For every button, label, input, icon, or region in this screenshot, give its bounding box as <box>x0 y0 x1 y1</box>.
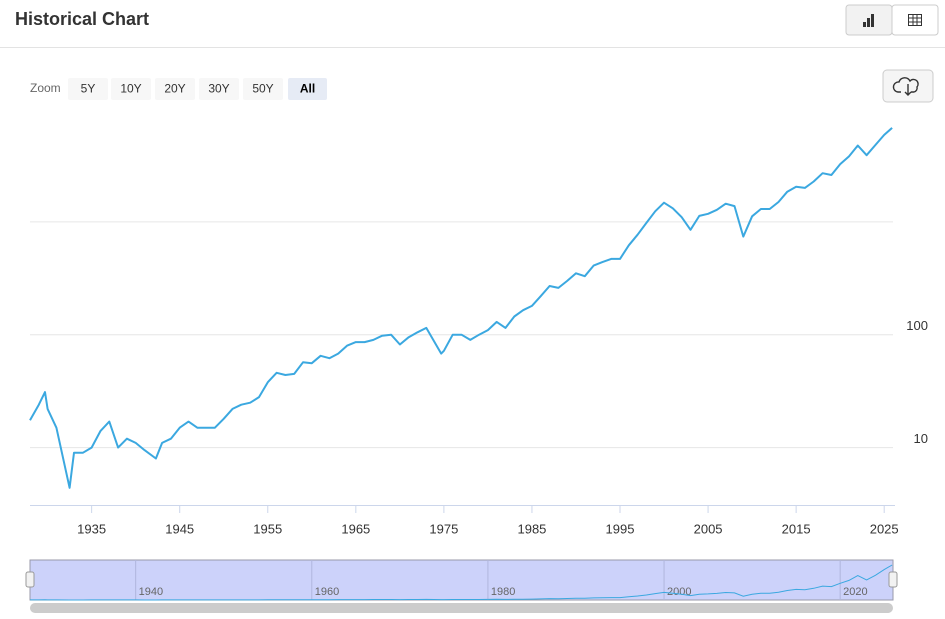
header-bar <box>0 0 945 47</box>
zoom-button[interactable] <box>155 78 195 100</box>
download-icon <box>892 77 919 96</box>
x-tick-label: 2005 <box>694 521 723 536</box>
x-tick-label: 1975 <box>429 521 458 536</box>
zoom-button[interactable] <box>243 78 283 100</box>
x-tick-label: 1965 <box>341 521 370 536</box>
x-tick-label: 2015 <box>782 521 811 536</box>
navigator-handle[interactable] <box>888 571 898 588</box>
zoom-label: Zoom <box>30 81 61 95</box>
price-line <box>29 127 893 489</box>
x-tick-label: 1935 <box>77 521 106 536</box>
zoom-button[interactable] <box>199 78 239 100</box>
x-tick-label: 1945 <box>165 521 194 536</box>
zoom-button-label: 10Y <box>120 82 141 96</box>
navigator-tick-label: 2020 <box>843 586 867 598</box>
x-tick-label: 2025 <box>870 521 899 536</box>
y-tick-label: 100 <box>906 318 928 333</box>
zoom-button-label: All <box>300 82 315 96</box>
navigator-tick-label: 1980 <box>491 586 515 598</box>
navigator-tick-label: 1960 <box>315 586 339 598</box>
navigator-tick-label: 2000 <box>667 586 691 598</box>
scrollbar[interactable] <box>30 603 893 613</box>
zoom-button-label: 20Y <box>164 82 185 96</box>
zoom-button-label: 50Y <box>252 82 273 96</box>
navigator-handle[interactable] <box>25 571 35 588</box>
x-tick-label: 1985 <box>517 521 546 536</box>
navigator-line <box>30 564 893 601</box>
zoom-button[interactable] <box>111 78 151 100</box>
table-view-button[interactable] <box>891 4 939 36</box>
bar-icon <box>863 14 874 27</box>
x-tick-label: 1955 <box>253 521 282 536</box>
header-title: Historical Chart <box>15 9 149 29</box>
zoom-button[interactable] <box>68 78 108 100</box>
zoom-button-label: 5Y <box>81 82 96 96</box>
navigator-tick-label: 1940 <box>139 586 163 598</box>
y-tick-label: 10 <box>914 431 928 446</box>
x-tick-label: 1995 <box>606 521 635 536</box>
zoom-button[interactable] <box>288 78 327 100</box>
table-icon <box>908 14 922 26</box>
zoom-button-label: 30Y <box>208 82 229 96</box>
